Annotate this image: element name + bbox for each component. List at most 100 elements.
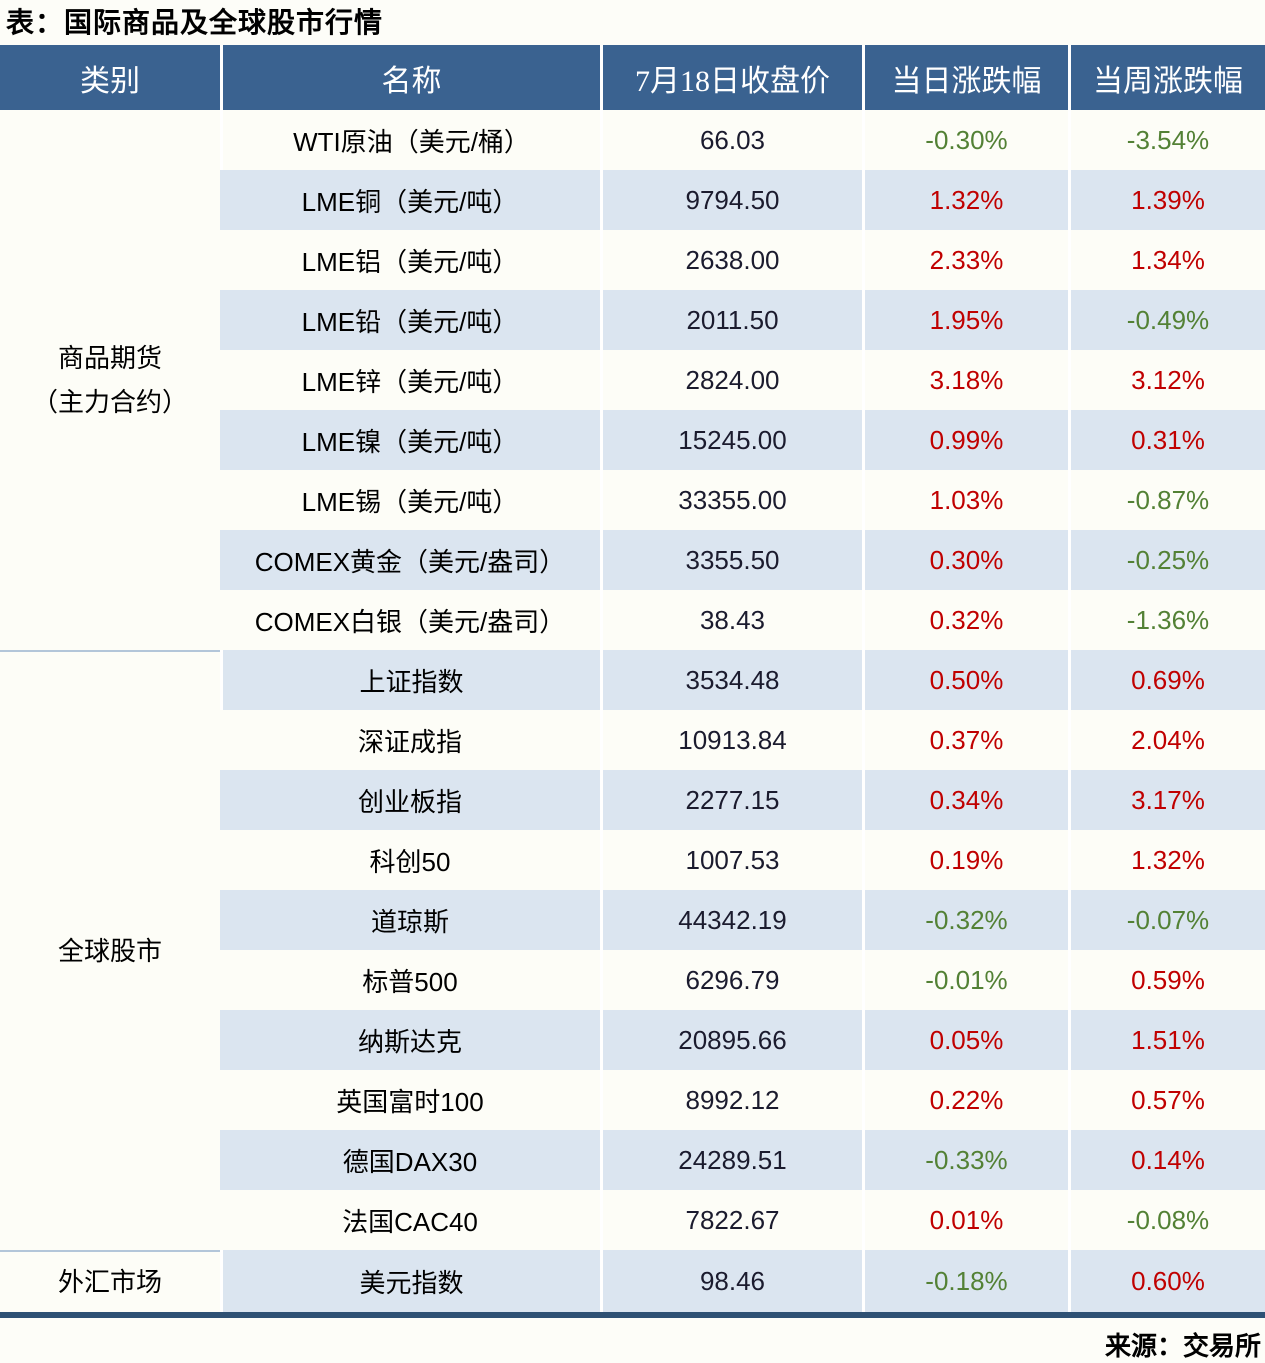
name-cell: LME铝（美元/吨）: [220, 230, 600, 290]
table-bottom-border: [0, 1312, 1265, 1318]
name-cell: 深证成指: [220, 710, 600, 770]
col-header-close-price: 7月18日收盘价: [600, 45, 862, 110]
close-price-cell: 33355.00: [600, 470, 862, 530]
table-row: 商品期货 （主力合约） WTI原油（美元/桶） 66.03 -0.30% -3.54%: [0, 110, 1265, 650]
week-change-cell: -3.54%: [1068, 110, 1265, 170]
name-cell: 道琼斯: [220, 890, 600, 950]
day-change-cell: -0.32%: [862, 890, 1068, 950]
table-row: 外汇市场 美元指数 98.46 -0.18% 0.60%: [0, 1250, 1265, 1312]
table-row: 深证成指 10913.84 0.37% 2.04%: [0, 710, 1265, 770]
table-row: COMEX黄金（美元/盎司） 3355.50 0.30% -0.25%: [0, 530, 1265, 590]
week-change-cell: -0.07%: [1068, 890, 1265, 950]
day-change-cell: -0.01%: [862, 950, 1068, 1010]
col-header-name: 名称: [220, 45, 600, 110]
week-change-cell: -0.08%: [1068, 1190, 1265, 1250]
table-row: LME铅（美元/吨） 2011.50 1.95% -0.49%: [0, 290, 1265, 350]
name-cell: COMEX白银（美元/盎司）: [220, 590, 600, 650]
name-cell: 法国CAC40: [220, 1190, 600, 1250]
table-row: LME铜（美元/吨） 9794.50 1.32% 1.39%: [0, 170, 1265, 230]
day-change-cell: 0.30%: [862, 530, 1068, 590]
name-cell: 上证指数: [220, 650, 600, 710]
name-cell: LME铅（美元/吨）: [220, 290, 600, 350]
table-row: 标普500 6296.79 -0.01% 0.59%: [0, 950, 1265, 1010]
table-row: LME锌（美元/吨） 2824.00 3.18% 3.12%: [0, 350, 1265, 410]
day-change-cell: -0.18%: [862, 1250, 1068, 1312]
day-change-cell: 0.34%: [862, 770, 1068, 830]
week-change-cell: 1.34%: [1068, 230, 1265, 290]
day-change-cell: 0.19%: [862, 830, 1068, 890]
close-price-cell: 2277.15: [600, 770, 862, 830]
page-title: 表：国际商品及全球股市行情: [6, 7, 384, 38]
category-cell: 全球股市: [0, 650, 220, 1250]
week-change-cell: -1.36%: [1068, 590, 1265, 650]
day-change-cell: -0.30%: [862, 110, 1068, 170]
day-change-cell: 0.05%: [862, 1010, 1068, 1070]
close-price-cell: 2638.00: [600, 230, 862, 290]
name-cell: WTI原油（美元/桶）: [220, 110, 600, 170]
week-change-cell: -0.49%: [1068, 290, 1265, 350]
week-change-cell: 0.14%: [1068, 1130, 1265, 1190]
day-change-cell: 1.95%: [862, 290, 1068, 350]
col-header-week-change: 当周涨跌幅: [1068, 45, 1265, 110]
day-change-cell: 2.33%: [862, 230, 1068, 290]
table-row: 创业板指 2277.15 0.34% 3.17%: [0, 770, 1265, 830]
close-price-cell: 3355.50: [600, 530, 862, 590]
header-row: 类别 名称 7月18日收盘价 当日涨跌幅 当周涨跌幅: [0, 45, 1265, 110]
name-cell: LME铜（美元/吨）: [220, 170, 600, 230]
day-change-cell: 3.18%: [862, 350, 1068, 410]
name-cell: LME锡（美元/吨）: [220, 470, 600, 530]
day-change-cell: 0.22%: [862, 1070, 1068, 1130]
day-change-cell: 0.37%: [862, 710, 1068, 770]
name-cell: 美元指数: [220, 1250, 600, 1312]
name-cell: LME锌（美元/吨）: [220, 350, 600, 410]
name-cell: 德国DAX30: [220, 1130, 600, 1190]
close-price-cell: 2011.50: [600, 290, 862, 350]
col-header-category: 类别: [0, 45, 220, 110]
name-cell: 纳斯达克: [220, 1010, 600, 1070]
close-price-cell: 2824.00: [600, 350, 862, 410]
table-row: 道琼斯 44342.19 -0.32% -0.07%: [0, 890, 1265, 950]
source-note: 来源：交易所: [1104, 1331, 1261, 1361]
close-price-cell: 15245.00: [600, 410, 862, 470]
name-cell: 创业板指: [220, 770, 600, 830]
market-table: 类别 名称 7月18日收盘价 当日涨跌幅 当周涨跌幅 商品期货 （主力合约） WTI…: [0, 45, 1265, 1312]
name-cell: LME镍（美元/吨）: [220, 410, 600, 470]
category-cell: 商品期货 （主力合约）: [0, 110, 220, 650]
day-change-cell: 1.32%: [862, 170, 1068, 230]
week-change-cell: 0.69%: [1068, 650, 1265, 710]
close-price-cell: 10913.84: [600, 710, 862, 770]
name-cell: COMEX黄金（美元/盎司）: [220, 530, 600, 590]
table-row: 全球股市 上证指数 3534.48 0.50% 0.69%: [0, 650, 1265, 1250]
week-change-cell: 1.39%: [1068, 170, 1265, 230]
name-cell: 标普500: [220, 950, 600, 1010]
category-cell: 外汇市场: [0, 1250, 220, 1312]
week-change-cell: 1.51%: [1068, 1010, 1265, 1070]
table-row: LME铝（美元/吨） 2638.00 2.33% 1.34%: [0, 230, 1265, 290]
close-price-cell: 8992.12: [600, 1070, 862, 1130]
day-change-cell: 0.01%: [862, 1190, 1068, 1250]
close-price-cell: 3534.48: [600, 650, 862, 710]
day-change-cell: 0.50%: [862, 650, 1068, 710]
table-row: LME镍（美元/吨） 15245.00 0.99% 0.31%: [0, 410, 1265, 470]
name-cell: 科创50: [220, 830, 600, 890]
name-cell: 英国富时100: [220, 1070, 600, 1130]
week-change-cell: 0.31%: [1068, 410, 1265, 470]
close-price-cell: 98.46: [600, 1250, 862, 1312]
table-row: COMEX白银（美元/盎司） 38.43 0.32% -1.36%: [0, 590, 1265, 650]
day-change-cell: -0.33%: [862, 1130, 1068, 1190]
close-price-cell: 44342.19: [600, 890, 862, 950]
close-price-cell: 7822.67: [600, 1190, 862, 1250]
week-change-cell: 2.04%: [1068, 710, 1265, 770]
week-change-cell: 1.32%: [1068, 830, 1265, 890]
close-price-cell: 9794.50: [600, 170, 862, 230]
table-row: 法国CAC40 7822.67 0.01% -0.08%: [0, 1190, 1265, 1250]
week-change-cell: 3.12%: [1068, 350, 1265, 410]
table-row: 纳斯达克 20895.66 0.05% 1.51%: [0, 1010, 1265, 1070]
day-change-cell: 1.03%: [862, 470, 1068, 530]
table-row: LME锡（美元/吨） 33355.00 1.03% -0.87%: [0, 470, 1265, 530]
day-change-cell: 0.99%: [862, 410, 1068, 470]
table-row: 科创50 1007.53 0.19% 1.32%: [0, 830, 1265, 890]
col-header-day-change: 当日涨跌幅: [862, 45, 1068, 110]
week-change-cell: 3.17%: [1068, 770, 1265, 830]
week-change-cell: -0.25%: [1068, 530, 1265, 590]
